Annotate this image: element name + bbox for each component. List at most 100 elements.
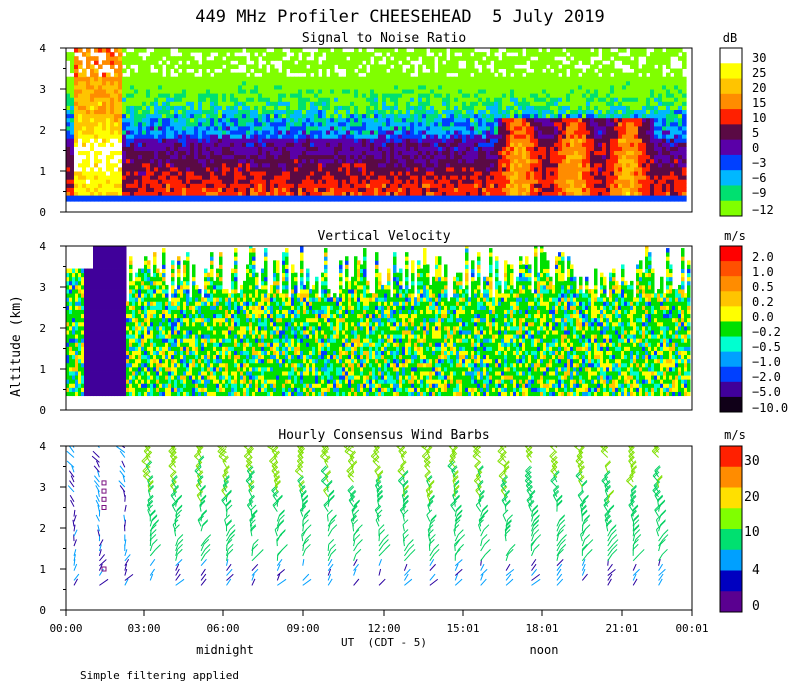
snr-cell (346, 142, 351, 147)
snr-cell (106, 191, 111, 197)
snr-cell (118, 68, 123, 74)
snr-cell (382, 113, 387, 119)
snr-cell (170, 138, 175, 143)
snr-cell (326, 48, 331, 53)
snr-cell (338, 146, 343, 151)
snr-cell (546, 109, 551, 115)
snr-cell (194, 76, 199, 82)
snr-cell (154, 97, 159, 102)
snr-cell (194, 171, 199, 176)
snr-cell (406, 158, 411, 164)
snr-cell (138, 72, 143, 78)
snr-cell (114, 105, 119, 110)
snr-cell (254, 142, 259, 147)
snr-cell (574, 150, 579, 156)
snr-cell (78, 48, 83, 53)
snr-cell (458, 146, 463, 151)
snr-cell (614, 187, 619, 192)
snr-cell (278, 134, 283, 139)
snr-cell (106, 80, 111, 86)
snr-cell (166, 179, 171, 184)
snr-cell (326, 101, 331, 106)
snr-cell (502, 84, 507, 90)
snr-cell (518, 52, 523, 57)
snr-cell (334, 154, 339, 160)
snr-cell (214, 60, 219, 65)
snr-cell (66, 76, 71, 82)
snr-cell (550, 138, 555, 143)
snr-cell (386, 166, 391, 172)
snr-cell (614, 80, 619, 86)
snr-cell (174, 117, 179, 123)
snr-cell (542, 171, 547, 176)
snr-cell (470, 109, 475, 115)
snr-cell (102, 80, 107, 86)
snr-cell (558, 166, 563, 172)
snr-cell (582, 84, 587, 90)
snr-cell (234, 191, 239, 197)
snr-cell (302, 146, 307, 151)
snr-cell (374, 138, 379, 143)
snr-cell (286, 195, 291, 202)
snr-cell (338, 56, 343, 61)
snr-cell (318, 175, 323, 180)
snr-cell (530, 134, 535, 139)
snr-cell (250, 117, 255, 123)
snr-cell (306, 52, 311, 57)
snr-cell (522, 89, 527, 94)
snr-cell (330, 101, 335, 106)
snr-cell (346, 130, 351, 135)
snr-cell (342, 89, 347, 94)
snr-cell (142, 166, 147, 172)
snr-cell (526, 175, 531, 180)
snr-cell (378, 121, 383, 127)
snr-cell (310, 187, 315, 192)
snr-cell (378, 130, 383, 135)
snr-cell (246, 105, 251, 110)
snr-cell (202, 101, 207, 106)
snr-cell (314, 162, 319, 168)
snr-cell (106, 52, 111, 57)
snr-cell (138, 105, 143, 110)
snr-cell (142, 84, 147, 90)
snr-cell (194, 68, 199, 74)
snr-cell (606, 89, 611, 94)
snr-cell (594, 117, 599, 123)
snr-cell (122, 138, 127, 143)
snr-cell (162, 60, 167, 65)
snr-cell (346, 113, 351, 119)
snr-cell (90, 121, 95, 127)
snr-cell (190, 101, 195, 106)
snr-cell (318, 117, 323, 123)
snr-cell (142, 125, 147, 131)
snr-cell (562, 97, 567, 102)
snr-cell (262, 113, 267, 119)
snr-cell (274, 150, 279, 156)
snr-cell (414, 150, 419, 156)
snr-cell (594, 80, 599, 86)
snr-cell (214, 48, 219, 53)
snr-cell (430, 134, 435, 139)
snr-cell (610, 142, 615, 147)
snr-cell (402, 191, 407, 197)
snr-cell (222, 146, 227, 151)
snr-cell (282, 150, 287, 156)
snr-cell (302, 150, 307, 156)
snr-cell (390, 48, 395, 53)
snr-cell (142, 93, 147, 98)
snr-cell (330, 52, 335, 57)
snr-cell (86, 146, 91, 151)
snr-cell (418, 76, 423, 82)
snr-cell (322, 195, 327, 202)
snr-cell (554, 142, 559, 147)
snr-cell (538, 154, 543, 160)
snr-cell (114, 84, 119, 90)
snr-cell (338, 60, 343, 65)
snr-cell (602, 146, 607, 151)
snr-cell (434, 179, 439, 184)
snr-cell (222, 68, 227, 74)
snr-cell (330, 134, 335, 139)
snr-cell (274, 101, 279, 106)
snr-cell (622, 101, 627, 106)
snr-cell (374, 162, 379, 168)
